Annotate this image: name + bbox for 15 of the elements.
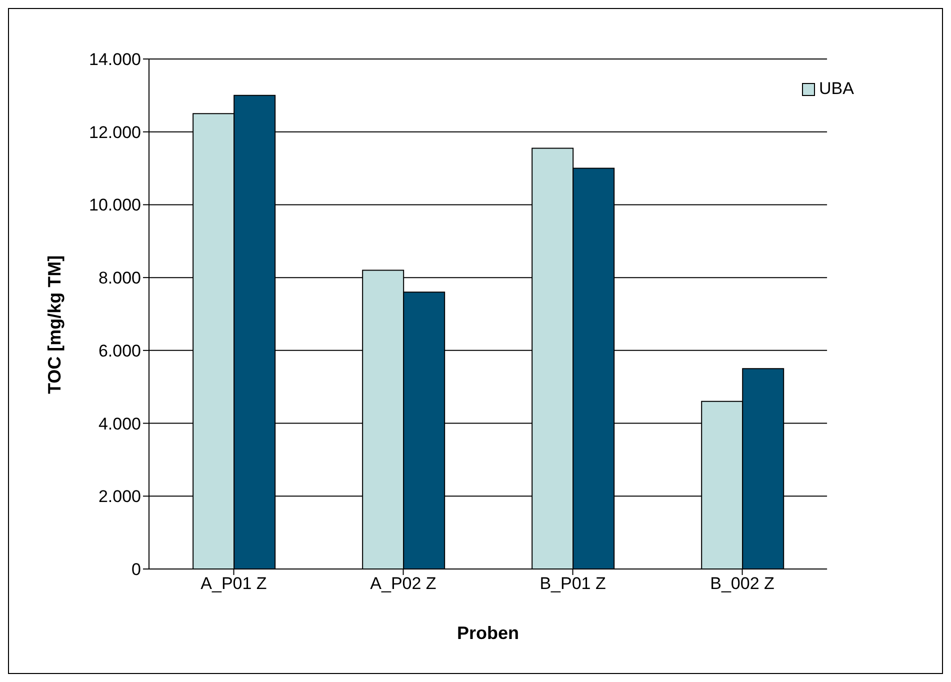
- y-tick-label: 14.000: [89, 50, 141, 70]
- y-tick-label: 2.000: [98, 487, 141, 506]
- x-axis-title: Proben: [457, 623, 520, 643]
- y-tick-label: 4.000: [98, 414, 141, 434]
- x-tick-label: A_P01 Z: [200, 574, 267, 594]
- y-tick-label: 12.000: [89, 122, 141, 142]
- y-tick-label: 10.000: [89, 196, 141, 215]
- y-tick-label: 8.000: [98, 268, 141, 288]
- y-axis-title: TOC [mg/kg TM]: [44, 255, 64, 394]
- y-tick-label: 6.000: [98, 341, 141, 360]
- x-tick-label: B_002 Z: [710, 574, 774, 594]
- x-tick-label: A_P02 Z: [370, 574, 436, 594]
- legend-label: UBA: [819, 79, 854, 99]
- x-tick-label: B_P01 Z: [540, 574, 606, 594]
- y-tick-label: 0: [132, 560, 141, 580]
